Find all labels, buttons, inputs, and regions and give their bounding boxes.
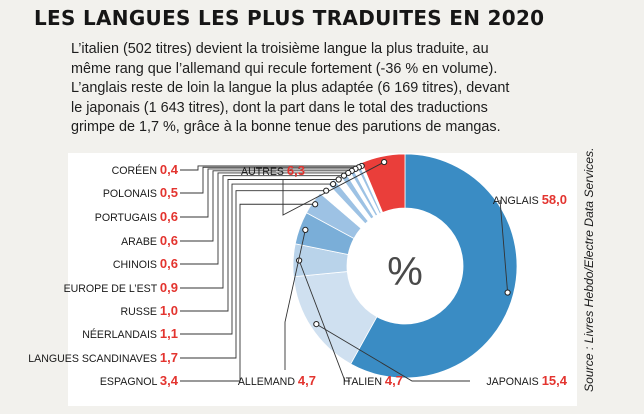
label-japonais: JAPONAIS 15,4 [486, 373, 567, 388]
label-portugais: PORTUGAIS 0,6 [95, 209, 178, 224]
slice-value-russe: 1,0 [160, 303, 178, 318]
label-neerlandais: NÉERLANDAIS 1,1 [82, 326, 178, 341]
label-anglais: ANGLAIS 58,0 [493, 192, 567, 207]
leader-arabe [180, 170, 352, 242]
lead-line: même rang que l’allemand qui recule fort… [71, 60, 498, 77]
slice-value-portugais: 0,6 [160, 209, 178, 224]
anchor-dot-chinois [345, 169, 352, 177]
slice-name-arabe: ARABE [121, 236, 160, 248]
slice-name-anglais: ANGLAIS [493, 195, 542, 207]
label-italien: ITALIEN 4,7 [343, 373, 403, 388]
leader-italien [298, 260, 350, 382]
leader-neerlandais [180, 183, 334, 335]
slice-anglais [350, 153, 518, 379]
slice-value-japonais: 15,4 [542, 373, 568, 388]
anchor-dot-europe_est [340, 172, 348, 179]
slice-value-chinois: 0,6 [160, 256, 178, 271]
slice-name-russe: RUSSE [120, 306, 159, 318]
slice-value-coreen: 0,4 [160, 162, 179, 177]
anchor-dot-allemand [302, 226, 309, 234]
lead-line: grimpe de 1,7 %, grâce à la bonne tenue … [71, 119, 501, 135]
slice-value-autres: 6,3 [287, 163, 305, 178]
label-autres: AUTRES 6,3 [241, 163, 305, 178]
slice-name-polonais: POLONAIS [103, 188, 160, 200]
leader-polonais [180, 166, 359, 194]
leader-anglais [499, 199, 509, 293]
source-note: Source : Livres Hebdo/Electre Data Servi… [582, 147, 596, 392]
leader-japonais [316, 323, 470, 382]
anchor-dot-scandinaves [323, 187, 330, 194]
anchor-dot-autres [381, 158, 388, 166]
slice-value-espagnol: 3,4 [160, 373, 179, 388]
leader-allemand [284, 229, 306, 370]
label-polonais: POLONAIS 0,5 [103, 185, 178, 200]
leader-lines [180, 158, 511, 382]
slice-name-japonais: JAPONAIS [486, 376, 541, 388]
leader-espagnol [180, 203, 316, 382]
slice-name-allemand: ALLEMAND [238, 376, 298, 388]
slice-name-portugais: PORTUGAIS [95, 212, 160, 224]
label-europe_est: EUROPE DE L’EST 0,9 [64, 280, 178, 295]
slice-value-allemand: 4,7 [298, 373, 316, 388]
leader-chinois [180, 172, 349, 265]
label-russe: RUSSE 1,0 [120, 303, 178, 318]
leader-portugais [180, 168, 356, 218]
lead-line: le japonais (1 643 titres), dont la part… [71, 99, 488, 116]
label-coreen: CORÉEN 0,4 [112, 162, 179, 177]
slice-name-espagnol: ESPAGNOL [100, 376, 160, 388]
lead-line: L’anglais reste de loin la langue la plu… [71, 80, 510, 96]
slice-value-italien: 4,7 [385, 373, 403, 388]
label-chinois: CHINOIS 0,6 [113, 256, 178, 271]
slice-value-anglais: 58,0 [542, 192, 567, 207]
donut-slices [292, 153, 518, 379]
slice-name-scandinaves: LANGUES SCANDINAVES [28, 353, 160, 365]
anchor-dot-espagnol [312, 201, 319, 208]
slice-name-chinois: CHINOIS [113, 259, 160, 271]
slice-value-europe_est: 0,9 [160, 280, 178, 295]
leader-scandinaves [180, 190, 327, 359]
slice-value-scandinaves: 1,7 [160, 350, 178, 365]
slice-name-italien: ITALIEN [343, 376, 385, 388]
anchor-dot-anglais [504, 289, 511, 296]
leader-coreen [180, 165, 362, 171]
anchor-dot-japonais [313, 321, 320, 328]
leader-russe [180, 179, 339, 312]
slice-name-autres: AUTRES [241, 166, 287, 178]
label-scandinaves: LANGUES SCANDINAVES 1,7 [28, 350, 178, 365]
anchor-dot-russe [335, 176, 342, 183]
label-arabe: ARABE 0,6 [121, 233, 178, 248]
slice-value-arabe: 0,6 [160, 233, 178, 248]
slice-name-coreen: CORÉEN [112, 164, 160, 177]
leader-europe_est [180, 175, 344, 289]
lead-paragraph: L’italien (502 titres) devient la troisi… [71, 40, 591, 138]
slice-value-neerlandais: 1,1 [160, 326, 178, 341]
center-percent-label: % [387, 250, 423, 294]
label-espagnol: ESPAGNOL 3,4 [100, 373, 179, 388]
page-title: LES LANGUES LES PLUS TRADUITES EN 2020 [34, 6, 545, 30]
lead-line: L’italien (502 titres) devient la troisi… [71, 41, 489, 57]
slice-name-europe_est: EUROPE DE L’EST [64, 283, 160, 295]
slice-value-polonais: 0,5 [160, 185, 178, 200]
anchor-dot-neerlandais [330, 180, 337, 188]
label-allemand: ALLEMAND 4,7 [238, 373, 316, 388]
slice-name-neerlandais: NÉERLANDAIS [82, 328, 160, 341]
leader-autres [282, 161, 385, 216]
